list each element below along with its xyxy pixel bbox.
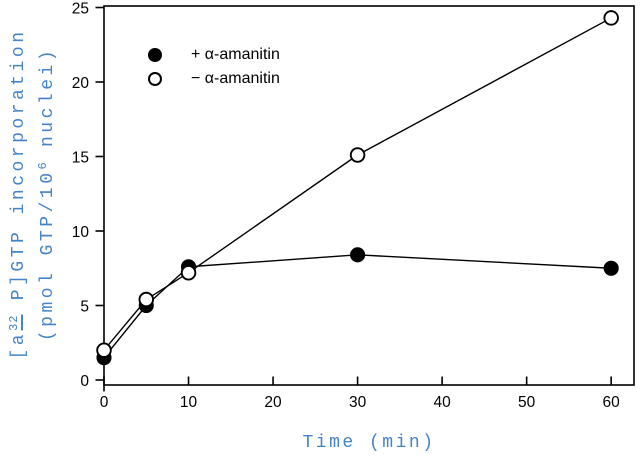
x-tick-label: 20 [264,394,282,411]
open-circle-icon [148,72,162,86]
legend-item-minus-amanitin: − α-amanitin [148,67,280,91]
y-tick-label: 25 [72,1,89,18]
series-line [103,254,612,359]
open-circle-marker [138,291,155,308]
y-tick-label: 5 [80,299,89,316]
open-circle-marker [603,10,619,26]
y-axis-label-line2: (pmol GTP/106 nuclei) [36,46,58,342]
open-circle-marker [349,147,366,163]
y-tick-label: 20 [72,75,90,92]
superscript-32: 32 [7,314,23,331]
legend-label: − α-amanitin [191,70,280,87]
x-axis-label: Time (min) [302,433,436,453]
legend-label: + α-amanitin [191,46,280,63]
filled-circle-marker [350,247,366,263]
y-tick-label: 15 [72,150,89,167]
x-tick-label: 30 [349,394,367,411]
series-markers [96,10,619,366]
x-tick-label: 60 [603,394,621,411]
y-axis-ticks: 0 5 10 15 20 25 [72,1,104,390]
y-tick-label: 0 [80,373,89,390]
open-circle-marker [96,342,112,358]
x-tick-label: 40 [433,394,451,411]
y-tick-label: 10 [72,224,90,241]
x-axis-ticks: 0 10 20 30 40 50 60 [100,376,621,411]
legend-item-plus-amanitin: + α-amanitin [148,43,280,67]
open-circle-marker [180,264,197,281]
y-axis-label: [a32 P]GTP incorporation (pmol GTP/106 n… [5,28,63,360]
superscript-6: 6 [36,161,50,170]
plot-frame [103,5,635,386]
y-axis-label-line1: [a32 P]GTP incorporation [7,28,29,360]
legend: + α-amanitin − α-amanitin [148,43,280,91]
x-tick-label: 0 [100,394,109,411]
filled-circle-marker [603,260,619,276]
filled-circle-icon [148,48,162,62]
x-tick-label: 50 [518,394,536,411]
x-tick-label: 10 [180,394,198,411]
